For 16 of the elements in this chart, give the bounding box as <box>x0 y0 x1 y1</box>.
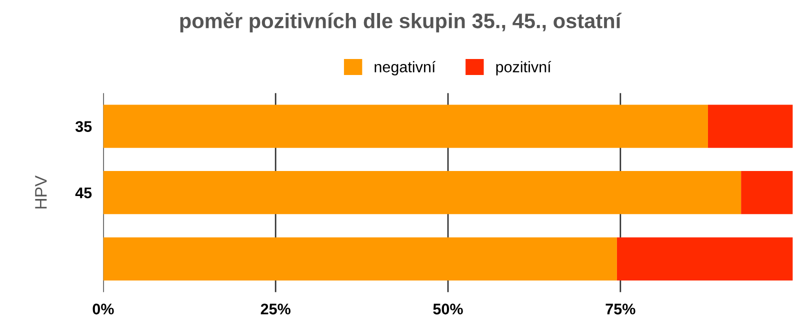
x-tick-label: 75% <box>606 304 636 314</box>
x-tick-label: 50% <box>433 304 463 314</box>
bar <box>103 171 742 214</box>
bar <box>103 237 617 280</box>
y-tick-label: 35 <box>75 121 92 132</box>
legend-label: negativní <box>374 60 436 76</box>
x-tick-label: 0% <box>92 304 114 314</box>
bar <box>741 171 793 214</box>
bar <box>708 104 793 148</box>
bar <box>616 237 793 280</box>
y-tick-label: 45 <box>75 188 92 198</box>
chart-title: poměr pozitivních dle skupin 35., 45., ostatní <box>180 12 622 32</box>
x-tick-label: 25% <box>260 304 290 314</box>
legend-label: pozitivní <box>496 60 552 76</box>
y-axis-title: HPV <box>35 176 47 208</box>
bar <box>103 104 708 148</box>
